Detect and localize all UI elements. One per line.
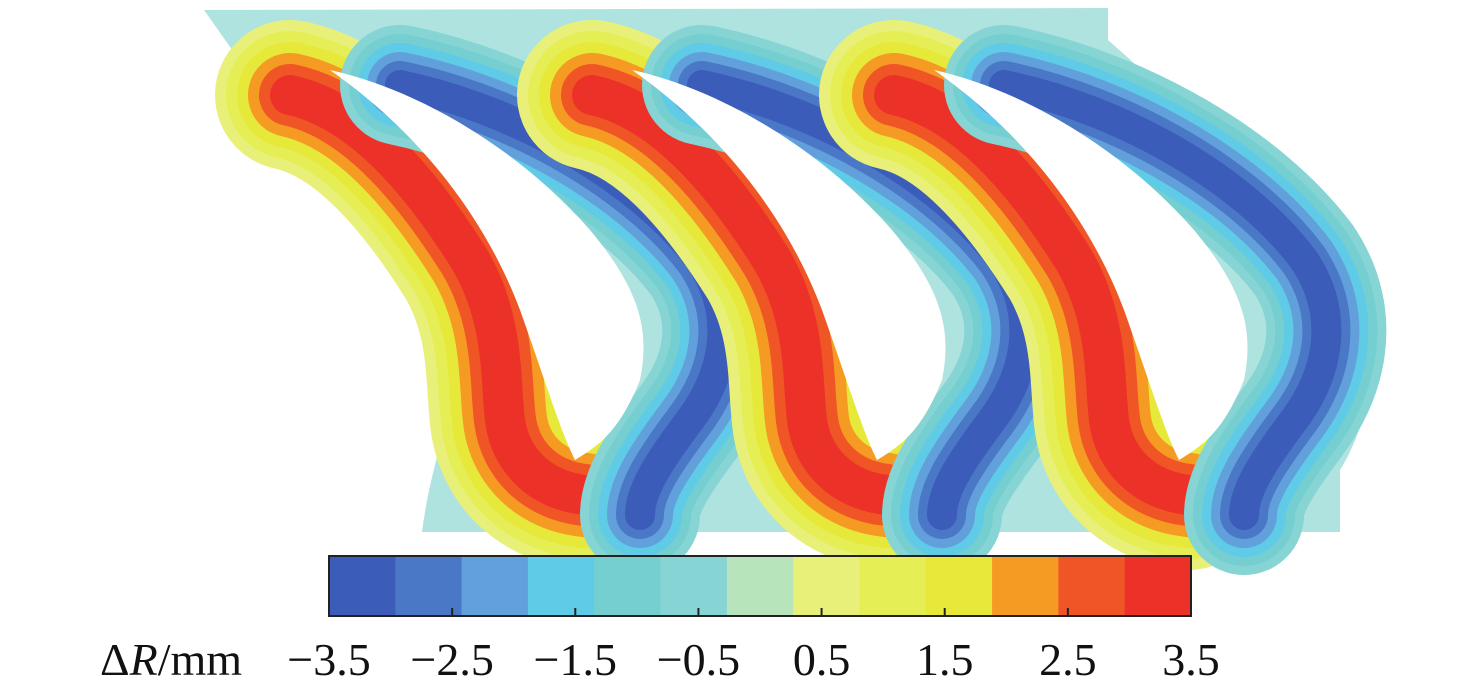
positive-contour-band bbox=[270, 75, 605, 515]
colorbar-title: ΔR/mm bbox=[100, 634, 242, 685]
blade-row bbox=[215, 20, 1387, 575]
colorbar-cell bbox=[726, 556, 794, 616]
blade-profile bbox=[632, 70, 946, 460]
colorbar-tick-label: −0.5 bbox=[657, 634, 740, 685]
colorbar: −3.5 −2.5 −1.5 −0.5 0.5 1.5 2.5 3.5 ΔR/mm bbox=[100, 555, 1220, 685]
colorbar-tick-label: 2.5 bbox=[1039, 634, 1097, 685]
colorbar-tick-label: 1.5 bbox=[916, 634, 974, 685]
colorbar-tick-label: −1.5 bbox=[534, 634, 617, 685]
colorbar-cell bbox=[461, 556, 529, 616]
positive-contour-band bbox=[572, 75, 907, 515]
colorbar-cell bbox=[395, 556, 463, 616]
colorbar-cell bbox=[660, 556, 728, 616]
blade-band-group bbox=[819, 20, 1387, 575]
colorbar-tick-label: −3.5 bbox=[287, 634, 370, 685]
colorbar-cell bbox=[859, 556, 927, 616]
colorbar-frame bbox=[328, 555, 1192, 617]
colorbar-cell bbox=[925, 556, 993, 616]
colorbar-cell bbox=[594, 556, 662, 616]
colorbar-cell bbox=[329, 556, 396, 616]
colorbar-cell bbox=[793, 556, 860, 616]
colorbar-cell bbox=[1058, 556, 1126, 616]
colorbar-cell bbox=[992, 556, 1059, 616]
positive-contour-band bbox=[874, 75, 1209, 515]
colorbar-tick-label: 0.5 bbox=[793, 634, 851, 685]
blade-profile bbox=[934, 70, 1248, 460]
blade-profile bbox=[330, 70, 644, 460]
colorbar-cell bbox=[527, 556, 595, 616]
colorbar-tick-label: −2.5 bbox=[410, 634, 493, 685]
negative-contour-band bbox=[989, 70, 1342, 530]
colorbar-tick-label: 3.5 bbox=[1162, 634, 1220, 685]
colorbar-cell bbox=[1124, 556, 1192, 616]
